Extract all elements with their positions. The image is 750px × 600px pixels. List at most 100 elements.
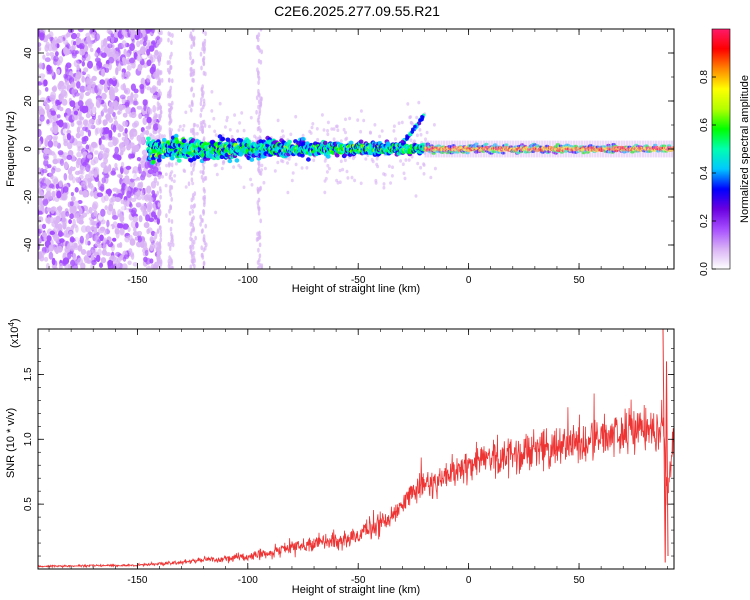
noise-streak-mark bbox=[168, 78, 171, 83]
noise-streak-mark bbox=[203, 46, 206, 52]
noise-mark bbox=[111, 101, 118, 110]
noise-mark bbox=[148, 196, 154, 203]
noise-mark bbox=[144, 161, 150, 169]
band-halo bbox=[572, 140, 576, 158]
noise-mark bbox=[116, 55, 121, 62]
noise-mark bbox=[153, 123, 159, 131]
noise-streak-mark bbox=[169, 226, 173, 232]
noise-mark bbox=[147, 108, 153, 115]
noise-mark bbox=[59, 262, 63, 269]
noise-mark bbox=[38, 89, 42, 96]
signal-mark bbox=[227, 158, 233, 164]
noise-mark bbox=[71, 161, 76, 168]
signal-streak-mark bbox=[418, 118, 422, 122]
noise-mark bbox=[76, 120, 82, 126]
noise-streak-mark bbox=[200, 97, 203, 102]
scatter-mark bbox=[193, 123, 197, 127]
noise-mark bbox=[84, 191, 90, 197]
noise-mark bbox=[108, 135, 113, 141]
noise-streak-mark bbox=[201, 93, 204, 99]
noise-mark bbox=[126, 64, 132, 71]
noise-mark bbox=[103, 228, 108, 236]
noise-streak-mark bbox=[259, 185, 263, 191]
noise-streak-mark bbox=[159, 194, 162, 200]
band-halo bbox=[631, 140, 634, 158]
noise-mark bbox=[119, 150, 124, 156]
noise-mark bbox=[41, 207, 46, 214]
noise-streak-mark bbox=[202, 55, 206, 61]
noise-streak-mark bbox=[159, 261, 163, 267]
noise-streak-mark bbox=[169, 85, 173, 91]
noise-streak-mark bbox=[202, 170, 205, 176]
scatter-mark bbox=[351, 156, 355, 161]
band-halo bbox=[525, 140, 528, 158]
band-halo bbox=[655, 140, 658, 158]
noise-streak-mark bbox=[255, 95, 259, 101]
noise-mark bbox=[58, 56, 64, 63]
noise-mark bbox=[90, 81, 96, 88]
noise-mark bbox=[107, 164, 112, 172]
noise-mark bbox=[124, 178, 130, 185]
scatter-mark bbox=[199, 121, 203, 125]
noise-mark bbox=[107, 262, 112, 267]
scatter-mark bbox=[433, 166, 437, 171]
y-tick-label: 1.0 bbox=[23, 432, 34, 446]
noise-mark bbox=[48, 216, 55, 224]
noise-mark bbox=[124, 185, 128, 192]
noise-mark bbox=[43, 194, 47, 200]
noise-mark bbox=[80, 225, 88, 233]
noise-streak-mark bbox=[258, 235, 261, 240]
band-halo bbox=[543, 140, 546, 158]
noise-mark bbox=[99, 234, 104, 242]
signal-streak-mark bbox=[400, 139, 405, 144]
noise-streak-mark bbox=[258, 92, 261, 98]
noise-streak-mark bbox=[170, 40, 173, 45]
noise-mark bbox=[45, 186, 52, 193]
noise-mark bbox=[101, 177, 106, 184]
noise-mark bbox=[90, 190, 94, 197]
colorbar-ticks: 0.0 0.2 0.4 0.6 0.8 bbox=[699, 70, 716, 276]
noise-mark bbox=[143, 130, 147, 135]
noise-mark bbox=[48, 183, 55, 189]
snr-y-multiplier: (x104) bbox=[7, 318, 21, 348]
noise-streak-mark bbox=[157, 61, 161, 66]
noise-streak-mark bbox=[161, 134, 164, 140]
noise-mark bbox=[76, 140, 82, 149]
noise-mark bbox=[41, 223, 47, 230]
band-halo bbox=[429, 140, 432, 158]
noise-mark bbox=[146, 228, 150, 235]
band-halo bbox=[562, 140, 565, 158]
noise-mark bbox=[153, 214, 158, 220]
noise-streak-mark bbox=[168, 120, 171, 126]
noise-streak-mark bbox=[192, 167, 195, 172]
noise-streak-mark bbox=[169, 65, 172, 71]
noise-mark bbox=[65, 32, 71, 38]
noise-streak-mark bbox=[257, 76, 261, 81]
noise-mark bbox=[117, 110, 121, 115]
noise-streak-mark bbox=[192, 78, 195, 83]
noise-mark bbox=[119, 141, 125, 146]
scatter-mark bbox=[213, 163, 217, 168]
noise-streak-mark bbox=[159, 225, 162, 231]
signal-mark bbox=[348, 140, 354, 145]
scatter-mark bbox=[294, 114, 298, 119]
noise-mark bbox=[75, 177, 81, 182]
noise-mark bbox=[152, 193, 158, 198]
noise-mark bbox=[70, 196, 76, 202]
snr-x-ticks: -150 -100 -50 0 50 bbox=[48, 329, 668, 586]
noise-mark bbox=[133, 88, 139, 94]
noise-mark bbox=[88, 146, 95, 153]
noise-mark bbox=[85, 105, 89, 113]
scatter-mark bbox=[311, 122, 315, 126]
scatter-mark bbox=[359, 109, 363, 113]
noise-mark bbox=[51, 47, 58, 52]
scatter-mark bbox=[165, 163, 169, 168]
noise-mark bbox=[66, 129, 72, 135]
noise-mark bbox=[143, 103, 147, 112]
noise-mark bbox=[53, 226, 60, 233]
signal-streak-mark bbox=[417, 121, 422, 126]
band-halo bbox=[615, 140, 618, 158]
scatter-mark bbox=[415, 133, 419, 138]
noise-mark bbox=[65, 211, 70, 217]
scatter-mark bbox=[401, 165, 405, 170]
